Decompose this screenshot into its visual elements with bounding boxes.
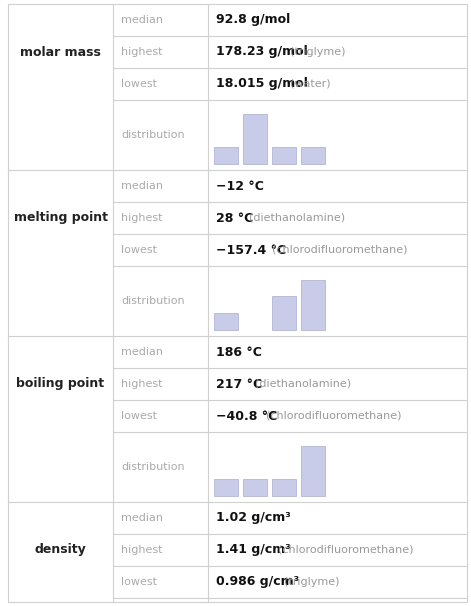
- Bar: [214, 479, 238, 496]
- Bar: [272, 147, 296, 164]
- Bar: [301, 147, 325, 164]
- Text: highest: highest: [121, 379, 162, 389]
- Text: median: median: [121, 15, 163, 25]
- Text: (diethanolamine): (diethanolamine): [255, 379, 351, 389]
- Text: (chlorodifluoromethane): (chlorodifluoromethane): [267, 411, 402, 421]
- Bar: [243, 113, 267, 164]
- Text: median: median: [121, 181, 163, 191]
- Bar: [272, 479, 296, 496]
- Text: (triglyme): (triglyme): [284, 577, 339, 587]
- Text: (diethanolamine): (diethanolamine): [249, 213, 345, 223]
- Text: distribution: distribution: [121, 130, 185, 140]
- Bar: [272, 296, 296, 330]
- Text: 28 °C: 28 °C: [216, 211, 253, 224]
- Text: 1.41 g/cm³: 1.41 g/cm³: [216, 544, 291, 556]
- Text: highest: highest: [121, 545, 162, 555]
- Text: lowest: lowest: [121, 411, 157, 421]
- Text: molar mass: molar mass: [20, 45, 101, 59]
- Text: density: density: [35, 544, 86, 556]
- Text: 1.02 g/cm³: 1.02 g/cm³: [216, 511, 291, 525]
- Bar: [214, 147, 238, 164]
- Bar: [301, 445, 325, 496]
- Text: lowest: lowest: [121, 79, 157, 89]
- Text: median: median: [121, 347, 163, 357]
- Text: 0.986 g/cm³: 0.986 g/cm³: [216, 576, 299, 588]
- Text: (water): (water): [290, 79, 330, 89]
- Text: (triglyme): (triglyme): [290, 47, 345, 57]
- Text: −12 °C: −12 °C: [216, 179, 264, 193]
- Text: lowest: lowest: [121, 245, 157, 255]
- Text: distribution: distribution: [121, 296, 185, 306]
- Text: lowest: lowest: [121, 577, 157, 587]
- Text: 217 °C: 217 °C: [216, 378, 262, 390]
- Text: 18.015 g/mol: 18.015 g/mol: [216, 78, 308, 90]
- Text: −40.8 °C: −40.8 °C: [216, 410, 277, 422]
- Bar: [214, 313, 238, 330]
- Text: 186 °C: 186 °C: [216, 345, 262, 359]
- Text: distribution: distribution: [121, 462, 185, 472]
- Text: −157.4 °C: −157.4 °C: [216, 244, 286, 256]
- Text: (chlorodifluoromethane): (chlorodifluoromethane): [272, 245, 408, 255]
- Bar: [243, 479, 267, 496]
- Text: median: median: [121, 513, 163, 523]
- Text: highest: highest: [121, 47, 162, 57]
- Text: boiling point: boiling point: [16, 378, 105, 390]
- Text: 92.8 g/mol: 92.8 g/mol: [216, 13, 290, 27]
- Text: highest: highest: [121, 213, 162, 223]
- Text: melting point: melting point: [14, 211, 107, 224]
- Bar: [301, 279, 325, 330]
- Text: (chlorodifluoromethane): (chlorodifluoromethane): [278, 545, 414, 555]
- Text: 178.23 g/mol: 178.23 g/mol: [216, 45, 308, 59]
